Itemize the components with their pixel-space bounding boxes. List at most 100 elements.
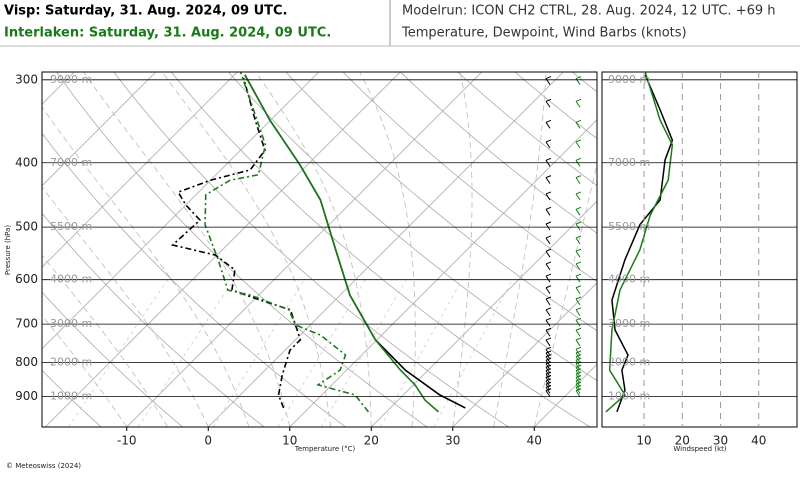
y-tick-label: 400 [15,155,38,169]
height-label: 9000 m [608,73,650,86]
moist-adiabat [493,72,547,427]
wind-profiles [605,72,674,413]
wind-barb [575,317,582,327]
x-tick-label: 0 [204,434,212,448]
mixing-ratio [212,279,305,427]
wind-barb [545,285,552,295]
height-label: 2000 m [50,356,92,369]
dry-adiabat [571,72,597,93]
wind-barb [575,206,582,216]
wind-barb [545,235,552,245]
wind-barb [575,235,582,245]
x-tick-label: -10 [117,434,137,448]
isotherm [42,72,157,187]
moist-adiabat [161,72,331,427]
wind-barb [575,388,582,397]
y-tick-label: 500 [15,220,38,234]
dry-adiabat [227,72,597,382]
wind-barb [575,381,582,391]
wind-barb [575,175,582,184]
wind-barb [575,285,582,295]
mixing-ratio [433,279,513,427]
wind-barb [575,296,582,306]
dry-adiabat [728,60,800,427]
wind-barb [545,375,552,384]
isotherm [289,119,597,427]
wind-barbs [545,76,582,397]
wind-barb [575,98,582,108]
height-label: 7000 m [50,156,92,169]
wind-barb [575,327,582,337]
x-axis-label: Temperature (°C) [294,445,356,453]
wind-axis-label: Windspeed (kt) [673,445,726,453]
wind-barb [575,273,582,283]
wind-barb [545,296,552,306]
wind-tick-label: 20 [675,434,690,448]
y-tick-label: 600 [15,272,38,286]
moist-adiabat [42,106,250,427]
y-tick-label: 700 [15,317,38,331]
wind-barb [575,261,582,271]
wind-barb [575,221,582,231]
wind-barb [545,221,552,231]
moist-adiabat [359,72,416,427]
wind-barb [545,76,552,85]
dry-adiabat [42,291,183,427]
background-lines [42,60,800,427]
dewpoint-line [170,77,302,409]
wind-barb [545,350,552,360]
wind-barb [545,191,552,201]
dry-adiabat [399,72,597,234]
wind-barb [575,248,582,258]
moist-adiabat [42,254,168,427]
isotherm [533,363,597,427]
wind-barb [545,157,552,167]
isotherm [42,72,320,350]
wind-barb [575,350,582,360]
isotherm [207,72,564,427]
isotherm [42,72,238,268]
wind-tick-label: 30 [713,434,728,448]
mixing-ratio [68,279,169,427]
wind-barb [575,119,582,129]
height-label: 7000 m [608,156,650,169]
wind-barb [545,327,552,337]
wind-barb [545,378,552,388]
isotherm [44,72,401,427]
wind-barb [545,261,552,271]
dry-adiabat [42,132,346,427]
dry-adiabat [671,60,800,427]
wind-barb [575,139,582,149]
wind-barb [575,346,582,356]
dry-adiabat [170,72,591,427]
wind-barb [575,375,582,384]
isotherm [370,200,597,427]
height-label: 9000 m [50,73,92,86]
x-tick-label: 10 [282,434,297,448]
mixing-ratio [277,279,366,427]
moist-adiabat [42,186,209,427]
y-tick-label: 300 [15,72,38,86]
main-frame [41,71,598,428]
wind-barb [545,119,552,129]
y-tick-label: 900 [15,389,38,403]
dry-adiabat [514,72,597,140]
moist-adiabat [533,162,597,427]
wind-barb [545,381,552,391]
height-label: 3000 m [50,317,92,330]
wind-barb [545,384,552,394]
isotherm [126,72,483,427]
y-axis-label: Pressure (hPa) [4,225,12,275]
dry-adiabat [42,369,102,427]
wind-tick-label: 40 [751,434,766,448]
wind-barb [545,388,552,397]
height-label: 2000 m [608,356,650,369]
isotherm [616,60,800,427]
mixing-ratio [380,279,463,427]
x-tick-label: 20 [364,434,379,448]
wind-barb [545,98,552,108]
wind-barb [575,307,582,317]
wind-barb [575,191,582,201]
x-tick-label: 40 [527,434,542,448]
